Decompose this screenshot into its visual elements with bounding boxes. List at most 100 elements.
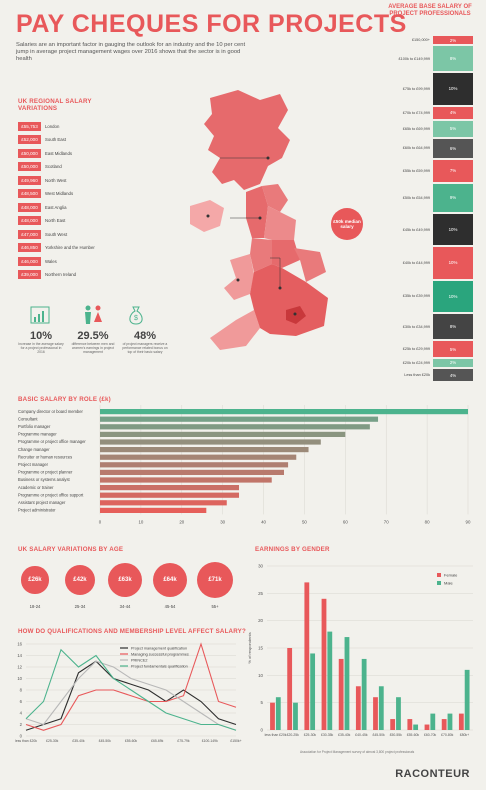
role-bar [100, 477, 272, 483]
stat-description: Increase in the average salary for a pro… [18, 342, 64, 354]
gender-bar [361, 658, 367, 730]
gender-x-tick: £50-55k [390, 733, 403, 737]
distribution-row: £40k to £44,999 10% [372, 247, 478, 279]
distribution-percent: 5% [433, 341, 473, 357]
raconteur-logo: RACONTEUR [395, 768, 470, 780]
role-label: Programme manager [18, 432, 57, 437]
stat-value: 10% [29, 330, 53, 342]
gender-bar [424, 724, 430, 730]
qual-x-tick: £65-69k [151, 739, 164, 743]
uk-region-row: £47,000 South West [18, 229, 67, 239]
gender-y-tick: 25 [258, 591, 263, 596]
gender-y-tick: 10 [258, 673, 263, 678]
role-bar [100, 409, 468, 415]
gender-bar [441, 719, 447, 730]
qual-x-tick: £150k+ [230, 739, 241, 743]
region-name: Northern Ireland [45, 272, 77, 277]
qual-y-tick: 2 [20, 722, 23, 727]
stat-block: 10% Increase in the average salary for a … [18, 330, 64, 354]
map-scotland [204, 90, 290, 190]
region-name: East Midlands [45, 150, 72, 156]
region-salary-value: £49,960 [18, 175, 41, 185]
region-salary-value: £50,000 [18, 148, 41, 158]
stat-block: 29.5% difference between men and women's … [70, 330, 116, 354]
uk-region-row: £48,500 West Midlands [18, 189, 73, 199]
role-label: Programme or project planner [18, 470, 73, 475]
role-label: Recruiter or human resources [18, 454, 72, 459]
distribution-range: £50k to £54,999 [402, 195, 430, 200]
role-label: Consultant [18, 416, 38, 421]
map-east-midlands [272, 240, 300, 268]
distribution-row: £65k to £69,999 5% [372, 121, 478, 137]
age-group-label: 18-24 [29, 604, 41, 609]
region-name: London [45, 123, 60, 129]
region-salary-value: £46,000 [18, 256, 41, 266]
region-salary-value: £52,000 [18, 135, 41, 144]
role-label: Project administrator [18, 508, 56, 513]
qual-y-tick: 16 [17, 642, 22, 647]
region-salary-value: £39,000 [18, 270, 41, 279]
gender-bar [327, 631, 333, 730]
uk-region-row: £52,000 South East [18, 135, 66, 145]
distribution-percent: 4% [433, 106, 473, 120]
distribution-percent: 8% [433, 46, 473, 72]
distribution-title: AVERAGE BASE SALARY OF PROJECT PROFESSIO… [388, 4, 472, 17]
region-salary-value: £48,500 [18, 189, 41, 198]
role-label: Academic or trainer [18, 485, 54, 490]
map-south-west [210, 310, 260, 350]
region-name: North West [45, 177, 67, 183]
distribution-row: Less than £20k 4% [372, 368, 478, 382]
qual-x-tick: £25-30k [46, 739, 59, 743]
role-label: Assistant project manager [18, 500, 66, 505]
distribution-range: Less than £20k [404, 373, 430, 378]
gender-bar [287, 648, 293, 730]
distribution-percent: 4% [433, 368, 473, 382]
uk-region-row: £48,000 North East [18, 216, 65, 226]
map-wales [224, 254, 254, 300]
role-label: Business or systems analyst [18, 477, 71, 482]
region-name: North East [45, 218, 66, 223]
gender-bar [390, 719, 396, 730]
distribution-range: £150,000+ [411, 38, 430, 42]
earnings-by-gender-chart: 0 5 10 15 20 25 30 % of respondents less than £2… [247, 564, 473, 737]
distribution-row: £75k to £99,999 10% [372, 73, 478, 105]
distribution-percent: 7% [433, 159, 473, 182]
distribution-row: £30k to £34,999 8% [372, 314, 478, 340]
region-salary-value: £50,000 [18, 162, 41, 171]
qual-y-tick: 14 [17, 653, 22, 658]
stat-description: difference between men and women's earni… [71, 342, 115, 354]
role-bar [100, 439, 321, 445]
role-x-tick: 70 [384, 519, 389, 524]
distribution-row: £45k to £49,999 10% [372, 213, 478, 246]
region-name: South East [45, 137, 67, 142]
distribution-percent: 10% [433, 247, 473, 279]
uk-region-row: £50,000 Scotland [18, 162, 62, 172]
distribution-range: £40k to £44,999 [402, 260, 430, 265]
age-title: UK SALARY VARIATIONS BY AGE [18, 546, 124, 553]
qual-x-tick: £75-79k [177, 739, 190, 743]
role-label: Company director or board member [18, 409, 83, 414]
role-x-tick: 0 [99, 519, 102, 524]
gender-y-axis-label: % of respondents [247, 632, 252, 663]
gender-bar [447, 713, 453, 730]
gender-bar [310, 653, 316, 730]
age-group-label: 25-34 [74, 604, 86, 609]
qual-legend-label: Project management qualification [131, 646, 187, 650]
role-bar [100, 416, 379, 422]
distribution-row: £20k to £24,999 2% [372, 358, 478, 367]
distribution-row: £70k to £74,999 4% [372, 106, 478, 120]
role-bar [100, 500, 227, 506]
gender-bar [378, 686, 384, 730]
age-salary-circle: £71k [197, 562, 233, 598]
gender-legend-label: Male [444, 581, 453, 586]
qual-series-line [25, 648, 237, 731]
distribution-percent: 2% [433, 358, 473, 367]
role-x-tick: 60 [343, 519, 348, 524]
uk-region-row: £49,960 North West [18, 175, 66, 185]
role-x-tick: 50 [302, 519, 307, 524]
qual-x-tick: £35-40k [72, 739, 85, 743]
map-west-midlands [250, 238, 272, 272]
role-label: Change manager [18, 447, 50, 452]
gender-title: EARNINGS BY GENDER [255, 546, 330, 553]
uk-region-row: £48,000 East Anglia [18, 202, 67, 212]
